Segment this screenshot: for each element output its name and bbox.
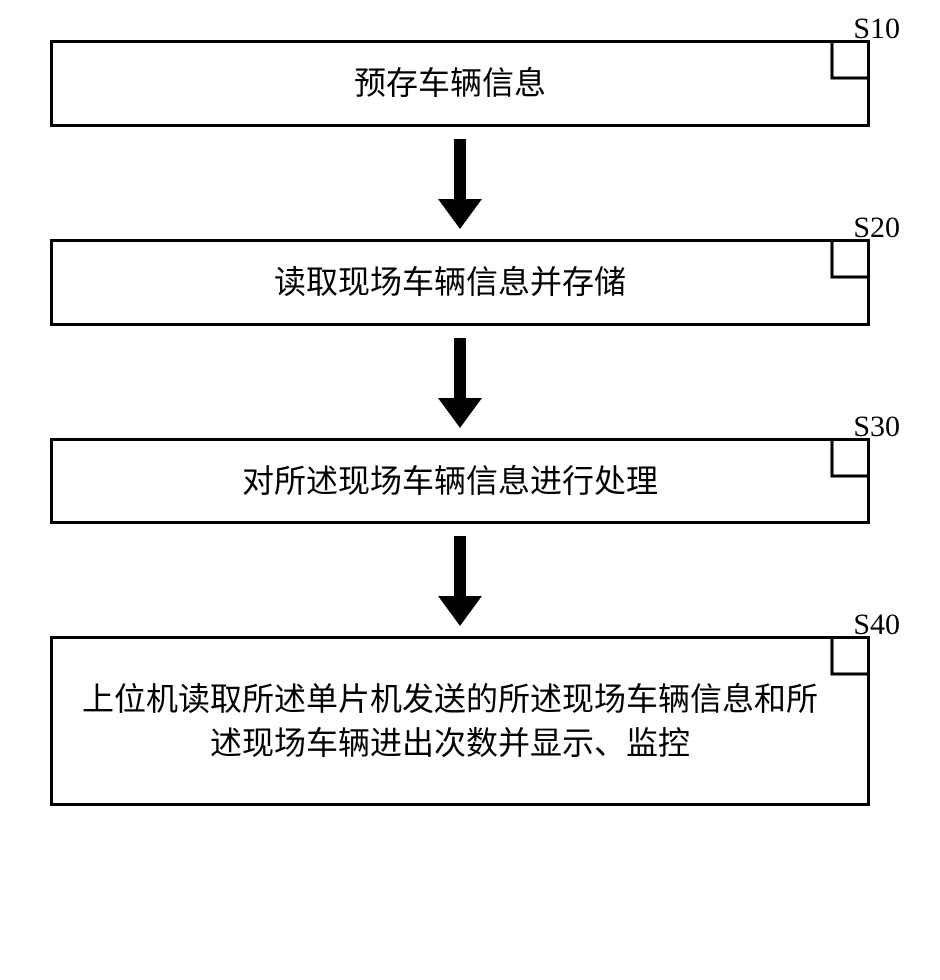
arrow-icon — [430, 338, 490, 428]
arrow — [50, 127, 870, 239]
step-text: 预存车辆信息 — [354, 61, 546, 106]
step-box: 预存车辆信息 — [50, 40, 870, 127]
step-s10: 预存车辆信息 S10 — [50, 40, 890, 127]
step-s20: 读取现场车辆信息并存储 S20 — [50, 239, 890, 326]
arrow-icon — [430, 139, 490, 229]
tag-notch-icon — [830, 438, 870, 488]
step-text: 上位机读取所述单片机发送的所述现场车辆信息和所述现场车辆进出次数并显示、监控 — [73, 677, 827, 767]
step-text: 对所述现场车辆信息进行处理 — [242, 459, 658, 504]
step-tag: S30 — [800, 416, 900, 476]
step-box: 上位机读取所述单片机发送的所述现场车辆信息和所述现场车辆进出次数并显示、监控 — [50, 636, 870, 806]
tag-notch-icon — [830, 239, 870, 289]
step-text: 读取现场车辆信息并存储 — [274, 260, 626, 305]
step-s40: 上位机读取所述单片机发送的所述现场车辆信息和所述现场车辆进出次数并显示、监控 S… — [50, 636, 890, 806]
step-tag: S10 — [800, 18, 900, 78]
arrow-icon — [430, 536, 490, 626]
tag-notch-icon — [830, 40, 870, 90]
arrow — [50, 326, 870, 438]
tag-notch-icon — [830, 636, 870, 686]
step-tag: S40 — [800, 614, 900, 674]
step-box: 读取现场车辆信息并存储 — [50, 239, 870, 326]
step-box: 对所述现场车辆信息进行处理 — [50, 438, 870, 525]
step-s30: 对所述现场车辆信息进行处理 S30 — [50, 438, 890, 525]
flowchart: 预存车辆信息 S10 读取现场车辆信息并存储 S20 — [50, 40, 890, 806]
arrow — [50, 524, 870, 636]
step-tag: S20 — [800, 217, 900, 277]
